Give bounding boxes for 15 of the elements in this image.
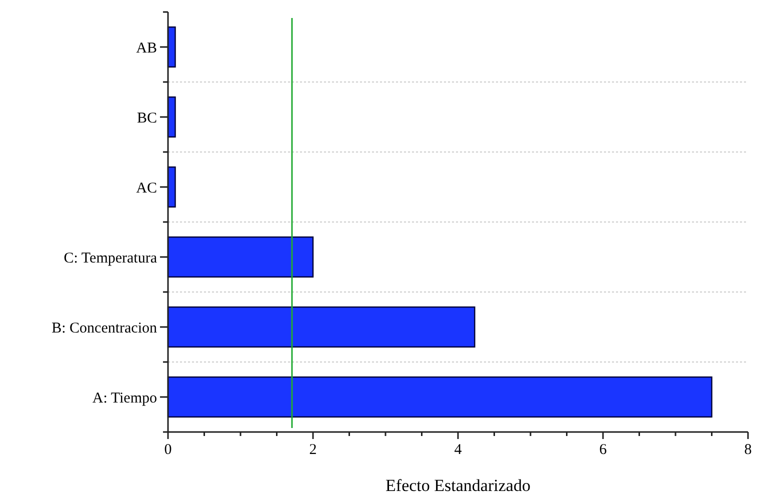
- x-tick-label: 8: [744, 442, 752, 458]
- x-tick-label: 2: [309, 442, 317, 458]
- x-tick-label: 6: [599, 442, 608, 458]
- y-tick-label: A: Tiempo: [92, 390, 157, 406]
- x-tick-label: 4: [454, 442, 462, 458]
- y-tick-label: BC: [136, 110, 157, 126]
- y-tick-label: B: Concentracion: [52, 320, 158, 336]
- x-tick-label: 0: [164, 442, 172, 458]
- bar: [167, 376, 712, 418]
- bar: [167, 306, 476, 348]
- y-tick-label: AB: [136, 40, 157, 56]
- bar: [167, 236, 314, 278]
- x-axis-title: Efecto Estandarizado: [386, 476, 530, 495]
- y-tick-label: AC: [136, 180, 157, 196]
- y-tick-label: C: Temperatura: [64, 250, 158, 266]
